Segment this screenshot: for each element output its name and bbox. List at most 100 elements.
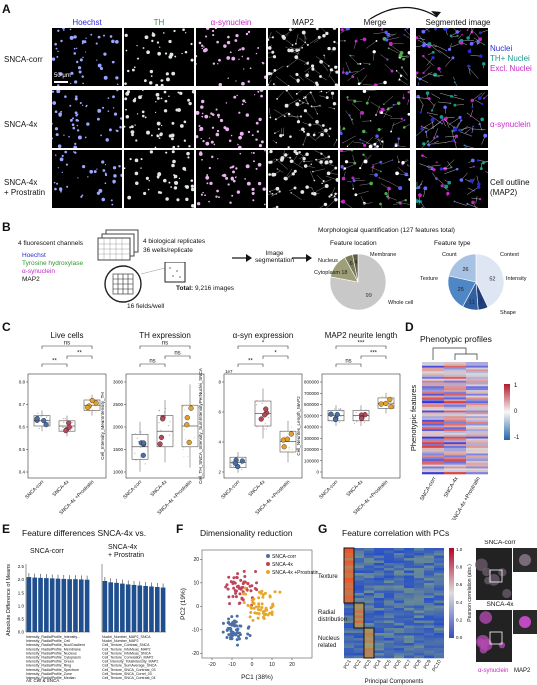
- c-ytick-label: 700000: [304, 391, 320, 396]
- d-cell: [422, 401, 444, 404]
- nucleus-dot: [324, 160, 329, 165]
- neurite: [467, 28, 469, 31]
- nucleus-dot: [454, 94, 456, 97]
- c-bracket: [237, 363, 264, 367]
- neurite: [483, 161, 488, 164]
- g-cell: [394, 568, 404, 571]
- g-cell: [414, 610, 424, 614]
- f-point: [270, 610, 274, 614]
- e-bar: [143, 585, 148, 632]
- nucleus-dot: [245, 32, 249, 36]
- neurite: [396, 145, 406, 148]
- type-label-count: Count: [442, 252, 457, 258]
- g-cell: [414, 558, 424, 561]
- neurite: [407, 164, 410, 167]
- d-cell: [422, 423, 444, 426]
- nucleus-dot: [258, 183, 261, 185]
- nucleus-dot: [168, 39, 172, 44]
- neurite: [427, 136, 438, 145]
- c-point: [183, 429, 186, 431]
- neurite: [273, 154, 286, 163]
- nucleus-dot: [441, 122, 443, 125]
- d-cell: [466, 378, 488, 381]
- c-point: [164, 407, 167, 410]
- g-cell: [434, 638, 444, 641]
- g-cell: [344, 640, 354, 644]
- nucleus-dot: [333, 195, 336, 198]
- d-cell: [466, 470, 488, 473]
- d-cell: [444, 403, 466, 406]
- micrograph-r2-c4: [340, 150, 410, 208]
- f-point: [227, 633, 231, 637]
- nucleus-dot: [113, 112, 118, 116]
- f-point: [248, 634, 252, 638]
- nucleus-dot: [416, 71, 419, 75]
- neurite: [349, 115, 354, 125]
- nucleus-dot: [168, 95, 170, 98]
- g-cell: [344, 575, 354, 579]
- neurite: [421, 121, 434, 129]
- nucleus-dot: [170, 186, 173, 188]
- f-point: [236, 643, 240, 647]
- neurite: [291, 192, 302, 200]
- g-cell: [364, 560, 374, 564]
- g-cell: [394, 560, 404, 564]
- neurite: [287, 58, 299, 67]
- nucleus-dot: [310, 163, 313, 165]
- nucleus-dot: [156, 41, 160, 44]
- neurite: [479, 123, 483, 131]
- g-cell: [414, 630, 424, 634]
- d-cell: [444, 386, 466, 389]
- g-cell: [414, 578, 424, 581]
- d-cell: [466, 423, 488, 426]
- g-cell: [384, 648, 394, 651]
- g-cell: [364, 623, 374, 626]
- nucleus-dot: [421, 206, 424, 208]
- nucleus-dot: [295, 102, 300, 107]
- f-point: [268, 611, 272, 615]
- g-cell: [354, 603, 364, 606]
- neurite: [451, 35, 458, 38]
- nucleus-dot: [251, 191, 255, 195]
- nucleus-dot: [321, 124, 325, 127]
- nucleus-dot: [452, 139, 455, 143]
- neurite: [316, 121, 325, 132]
- g-cell: [434, 635, 444, 639]
- nucleus-dot: [216, 189, 219, 193]
- c-point: [168, 434, 171, 436]
- nucleus-dot: [376, 145, 379, 148]
- nucleus-dot: [325, 92, 328, 94]
- nucleus-dot: [416, 199, 420, 203]
- nucleus-dot: [235, 167, 238, 170]
- g-cell: [424, 585, 434, 589]
- nucleus-dot: [54, 127, 59, 131]
- nucleus-dot: [363, 203, 365, 205]
- micrograph-r2-c1: [124, 150, 194, 208]
- g-cell: [374, 628, 384, 631]
- c-axes-frame: [321, 373, 401, 479]
- g-xlabel: Principal Components: [365, 679, 424, 685]
- c-point: [63, 421, 65, 423]
- c-sig-1-1: ns: [174, 351, 180, 357]
- nucleus-dot: [198, 41, 202, 45]
- nucleus-dot: [215, 108, 218, 111]
- nucleus-dot: [82, 82, 84, 85]
- f-point: [262, 616, 266, 620]
- d-cell: [466, 371, 488, 374]
- f-point: [235, 576, 239, 580]
- g-cell: [364, 573, 374, 576]
- g-cell: [394, 638, 404, 641]
- g-cell: [394, 595, 404, 599]
- g-cell: [394, 623, 404, 626]
- g-cell: [434, 610, 444, 614]
- nucleus-dot: [332, 102, 337, 106]
- neurite: [384, 33, 397, 40]
- micrograph-art: [124, 90, 194, 148]
- nucleus-dot: [375, 134, 379, 138]
- nucleus-dot: [395, 171, 399, 176]
- g-cell: [424, 633, 434, 636]
- nucleus-dot: [344, 40, 346, 42]
- g-cell: [424, 620, 434, 624]
- g-cell: [344, 578, 354, 581]
- nucleus-dot: [52, 90, 55, 93]
